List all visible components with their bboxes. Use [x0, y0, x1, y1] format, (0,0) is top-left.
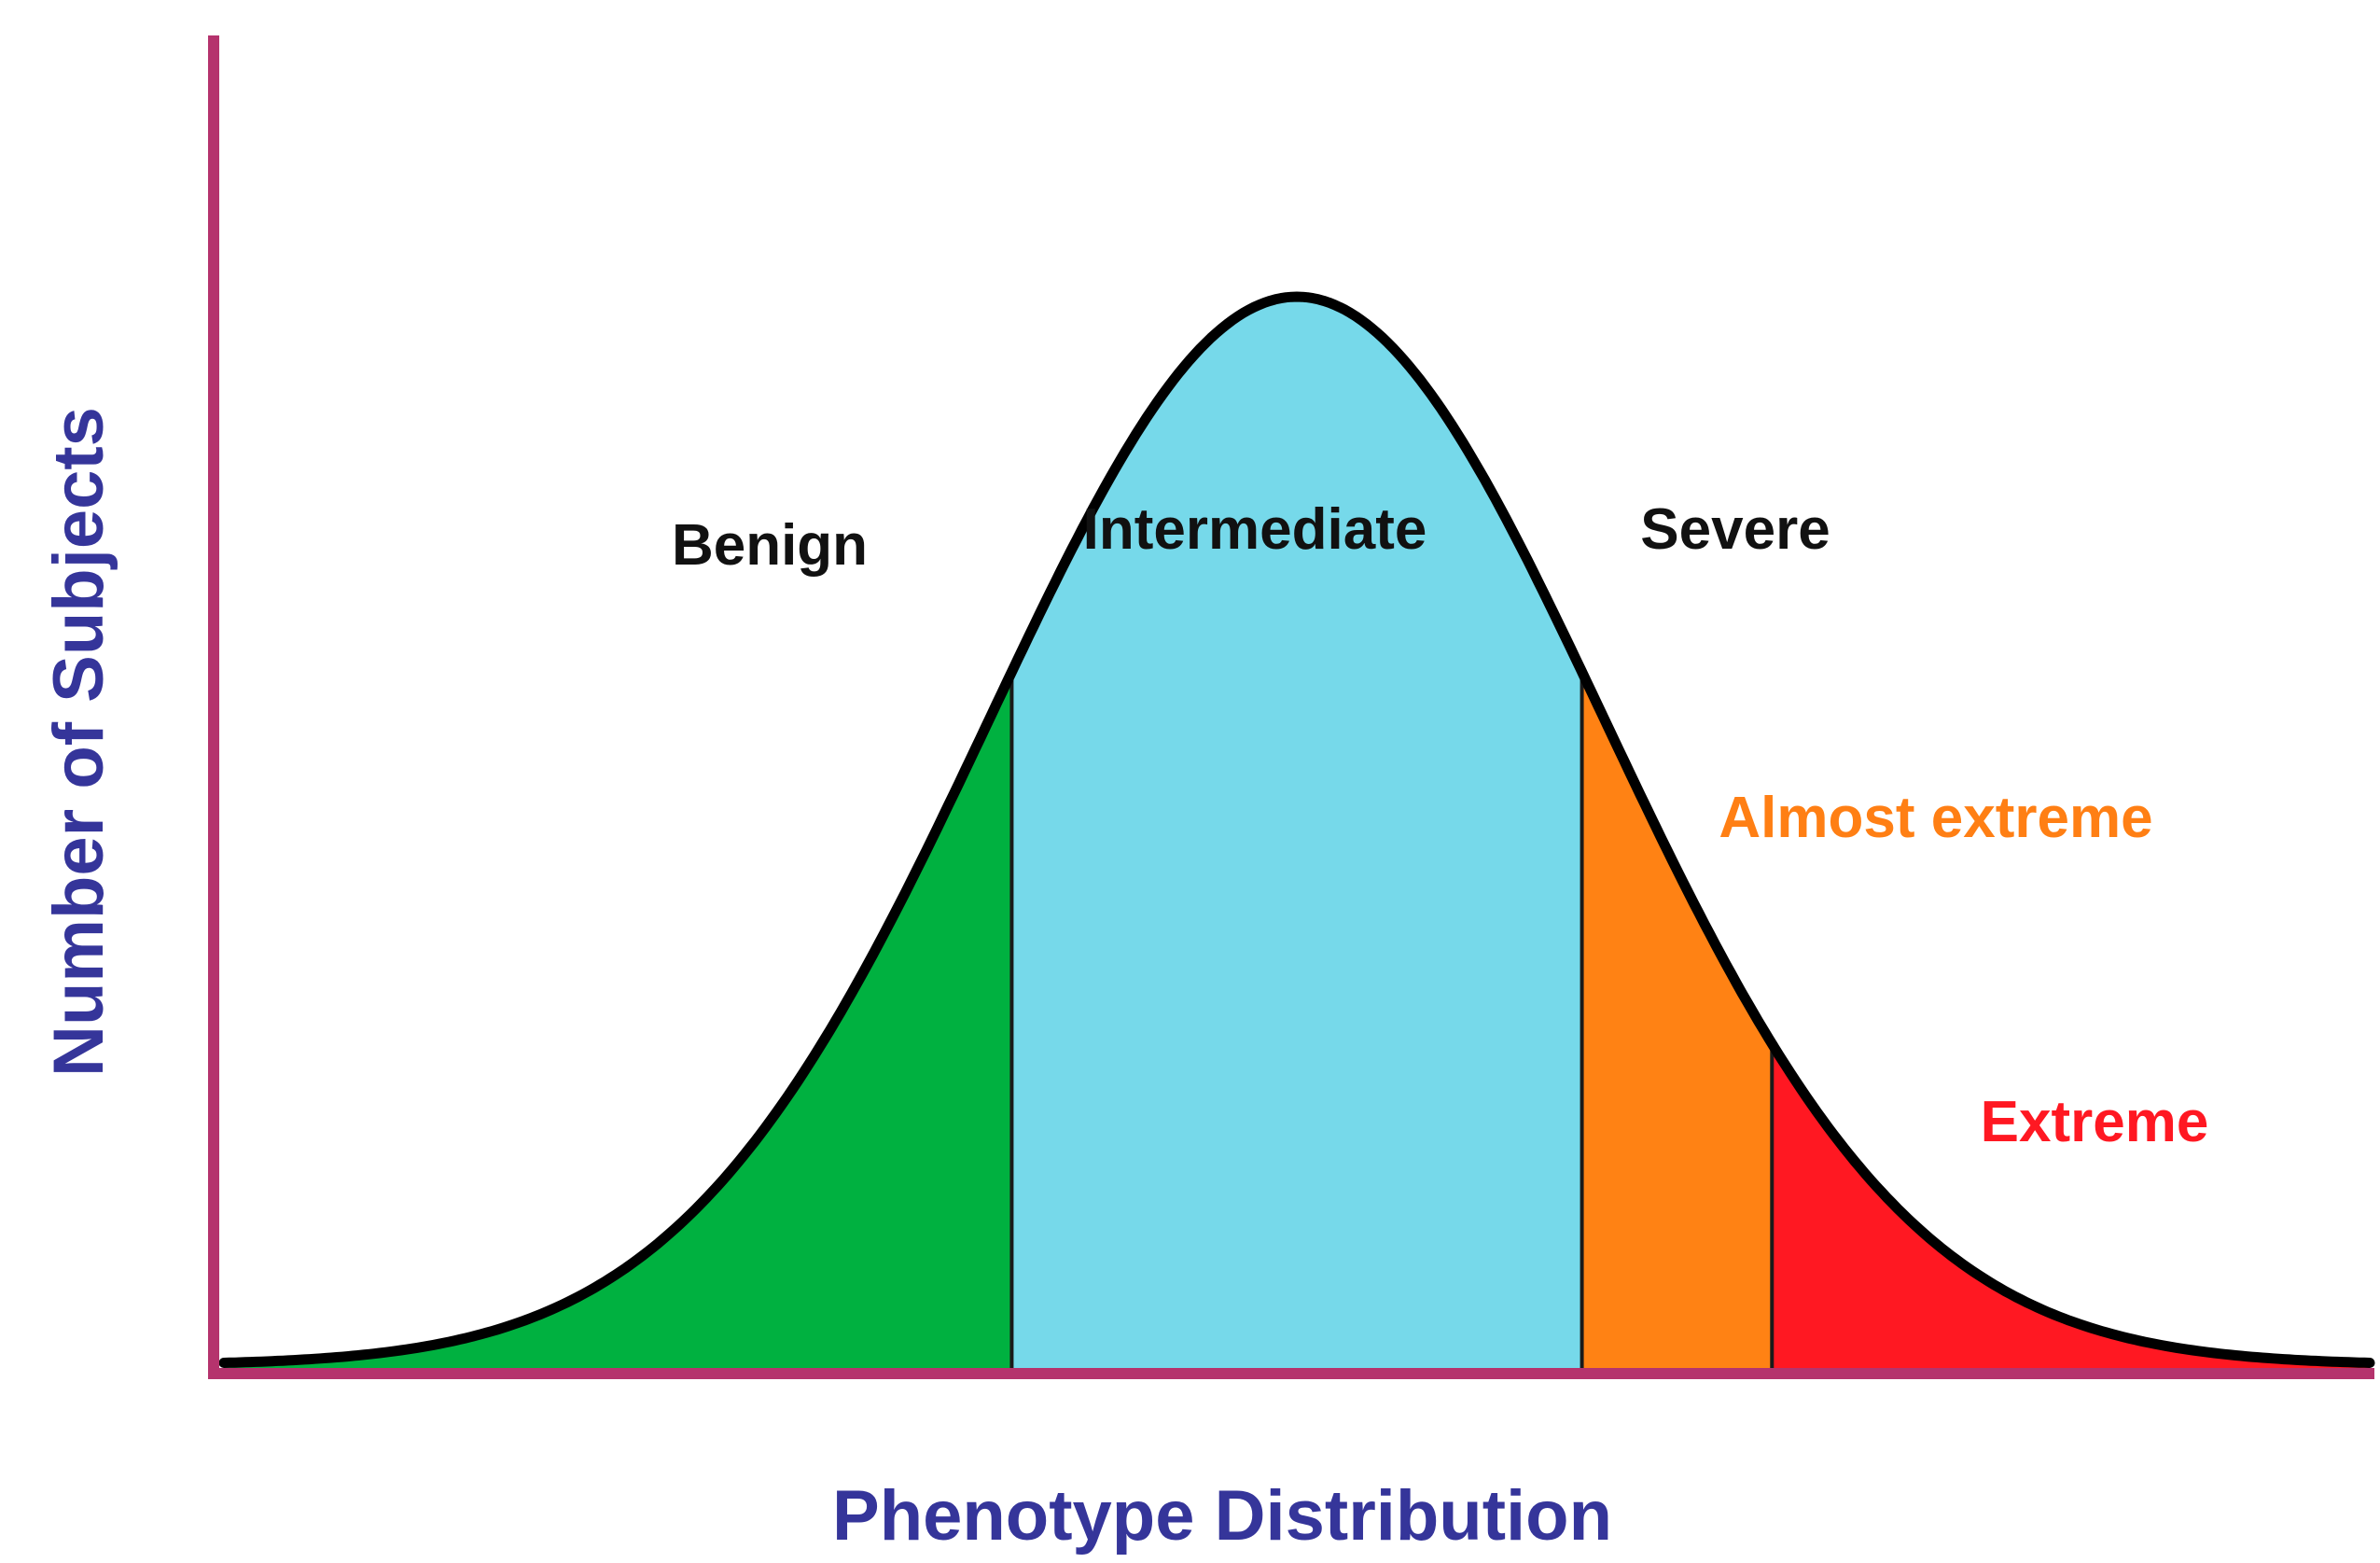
y-axis-title: Number of Subjects [39, 407, 118, 1077]
region-fill-intermediate [1011, 297, 1582, 1372]
region-dividers [1009, 671, 1775, 1372]
region-fill-extreme [1772, 1043, 2370, 1372]
region-label-extreme: Extreme [1981, 1090, 2209, 1154]
region-label-benign: Benign [672, 513, 868, 578]
distribution-curve [218, 291, 2375, 1368]
region-fills [224, 297, 2370, 1372]
region-fill-almost-extreme [1581, 672, 1773, 1372]
region-fill-benign [224, 672, 1012, 1372]
x-axis-title: Phenotype Distribution [832, 1476, 1612, 1556]
region-label-severe: Severe [1640, 497, 1830, 562]
region-label-intermediate: Intermediate [1083, 497, 1427, 562]
region-label-almost-extreme: Almost extreme [1719, 786, 2152, 850]
